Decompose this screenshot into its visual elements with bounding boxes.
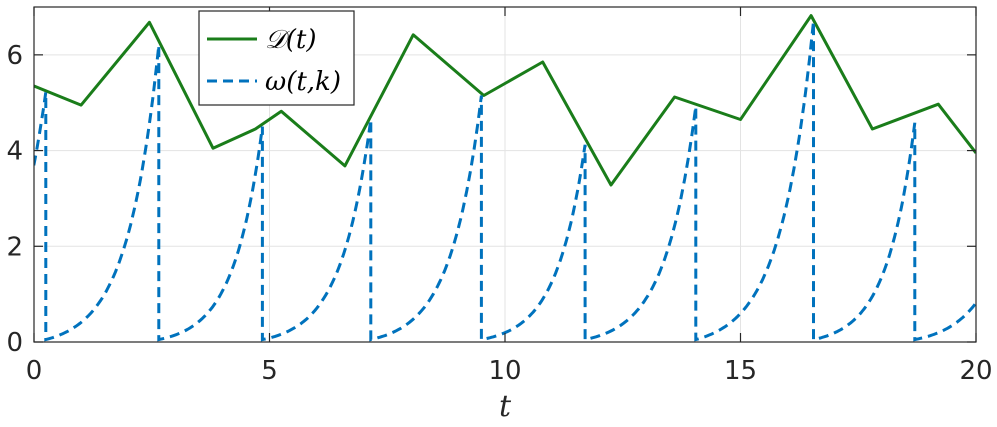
y-tick-label-0: 0 — [6, 328, 23, 358]
legend-label-omega: ω(t,k) — [265, 67, 341, 97]
x-tick-label-0: 0 — [26, 356, 43, 386]
x-tick-label-3: 15 — [724, 356, 757, 386]
x-tick-label-4: 20 — [959, 356, 992, 386]
legend-box — [198, 10, 355, 106]
y-tick-label-1: 2 — [6, 232, 23, 262]
series-line-d — [34, 14, 976, 187]
x-tick-label-1: 5 — [261, 356, 278, 386]
ticks: 0 5 10 15 20 0 2 4 6 — [6, 7, 993, 386]
legend-label-d: 𝒟(t) — [265, 25, 316, 55]
series-line-omega — [34, 21, 976, 342]
plot-area — [34, 14, 976, 342]
legend: 𝒟(t) ω(t,k) — [198, 10, 355, 106]
y-tick-label-2: 4 — [6, 137, 23, 167]
x-axis-label: t — [499, 389, 512, 424]
x-tick-label-2: 10 — [488, 356, 521, 386]
y-tick-label-3: 6 — [6, 41, 23, 71]
